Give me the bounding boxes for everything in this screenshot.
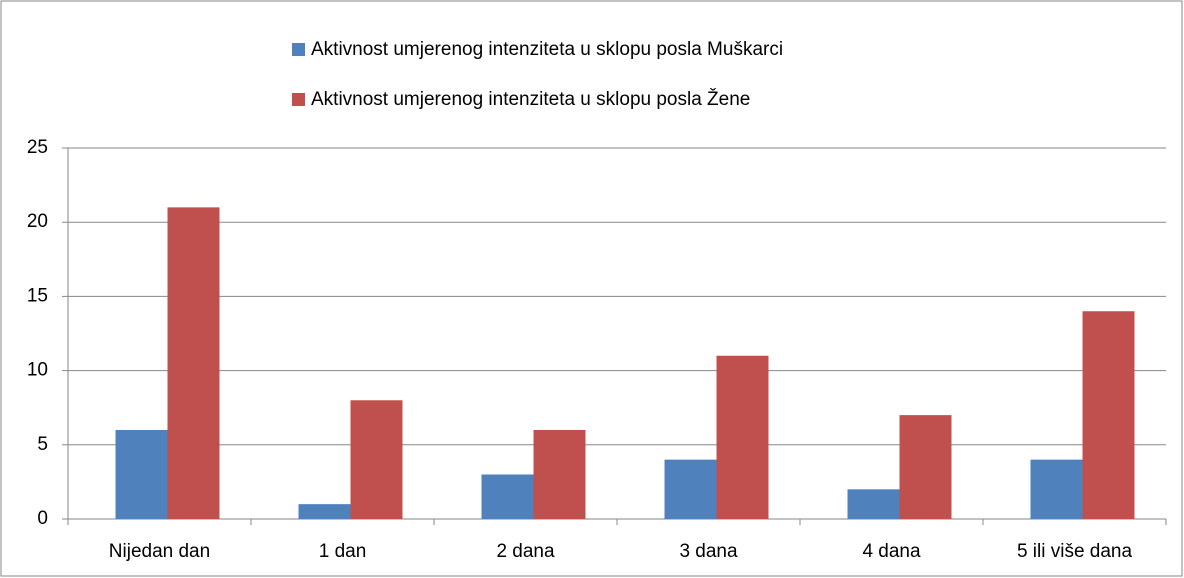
y-tick-label: 10 [27,360,48,381]
y-tick-label: 15 [27,285,48,306]
x-tick-label: 4 dana [862,541,921,562]
legend-swatch [292,43,305,56]
legend-label: Aktivnost umjerenog intenziteta u sklopu… [311,88,750,110]
x-tick-label: Nijedan dan [109,541,210,562]
bar [533,429,586,519]
legend-label: Aktivnost umjerenog intenziteta u sklopu… [311,39,783,60]
x-tick-label: 2 dana [496,541,555,562]
bar [1030,459,1083,519]
bar [847,489,900,519]
bar [1082,311,1135,519]
legend-swatch [292,93,305,106]
x-tick-label: 1 dan [319,541,367,562]
y-tick-label: 25 [27,137,48,158]
bar [298,504,351,519]
bar [899,415,952,519]
bar [167,207,220,520]
bar [664,459,717,519]
y-tick-label: 20 [27,211,48,232]
y-tick-label: 0 [37,508,48,529]
bar [350,400,403,519]
bar [481,474,534,519]
y-tick-label: 5 [37,434,48,455]
x-tick-label: 3 dana [679,541,738,562]
x-tick-label: 5 ili više dana [1017,541,1133,562]
bar [716,355,769,519]
bar [115,429,168,519]
